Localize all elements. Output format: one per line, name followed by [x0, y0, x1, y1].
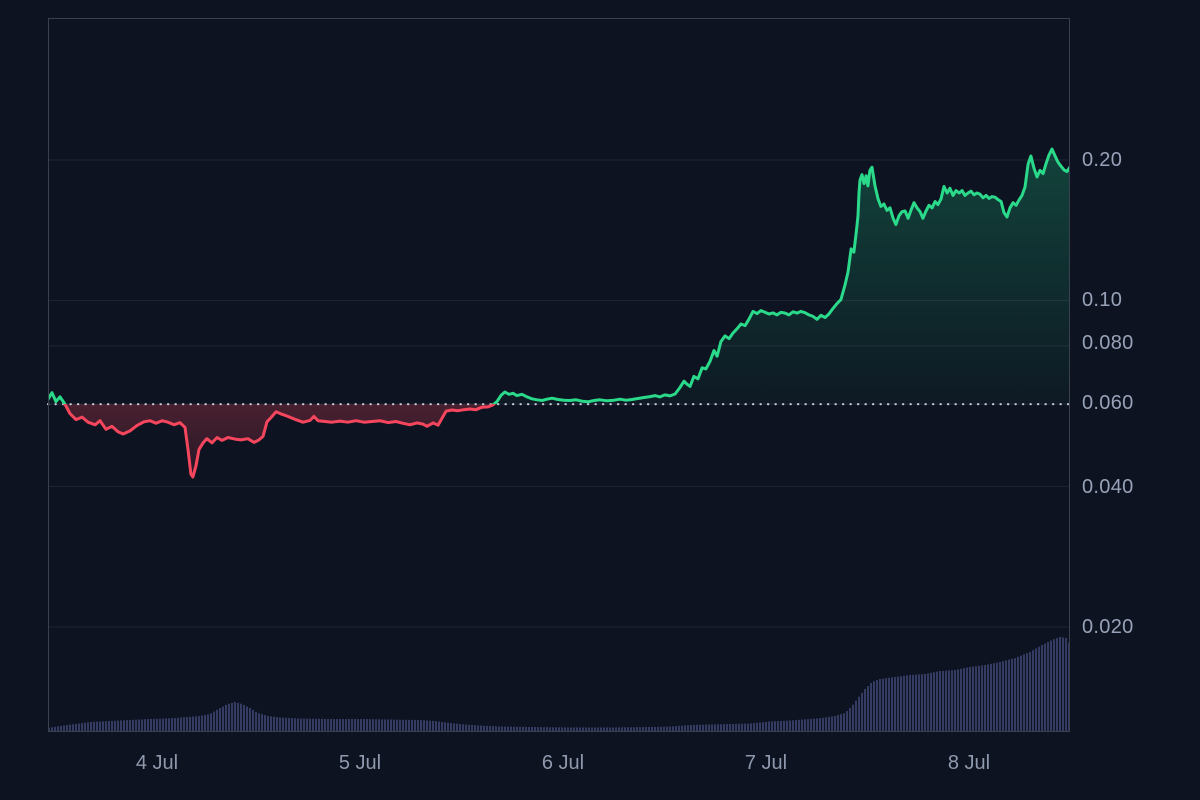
x-tick-label: 8 Jul	[947, 752, 991, 774]
price-line-up	[48, 147, 1070, 405]
x-tick-label: 4 Jul	[135, 752, 179, 774]
x-tick-label: 6 Jul	[541, 752, 585, 774]
y-tick-label: 0.020	[1082, 616, 1134, 638]
price-line-down	[63, 404, 497, 479]
y-tick-label: 0.080	[1082, 332, 1134, 354]
y-tick-label: 0.20	[1082, 149, 1123, 171]
y-tick-label: 0.060	[1082, 392, 1134, 414]
up-area-fill	[48, 149, 1070, 405]
x-tick-label: 7 Jul	[744, 752, 788, 774]
y-tick-label: 0.10	[1082, 289, 1123, 311]
volume-bars	[48, 637, 1070, 732]
x-tick-label: 5 Jul	[338, 752, 382, 774]
y-tick-label: 0.040	[1082, 476, 1134, 498]
plot-border	[48, 18, 1070, 732]
